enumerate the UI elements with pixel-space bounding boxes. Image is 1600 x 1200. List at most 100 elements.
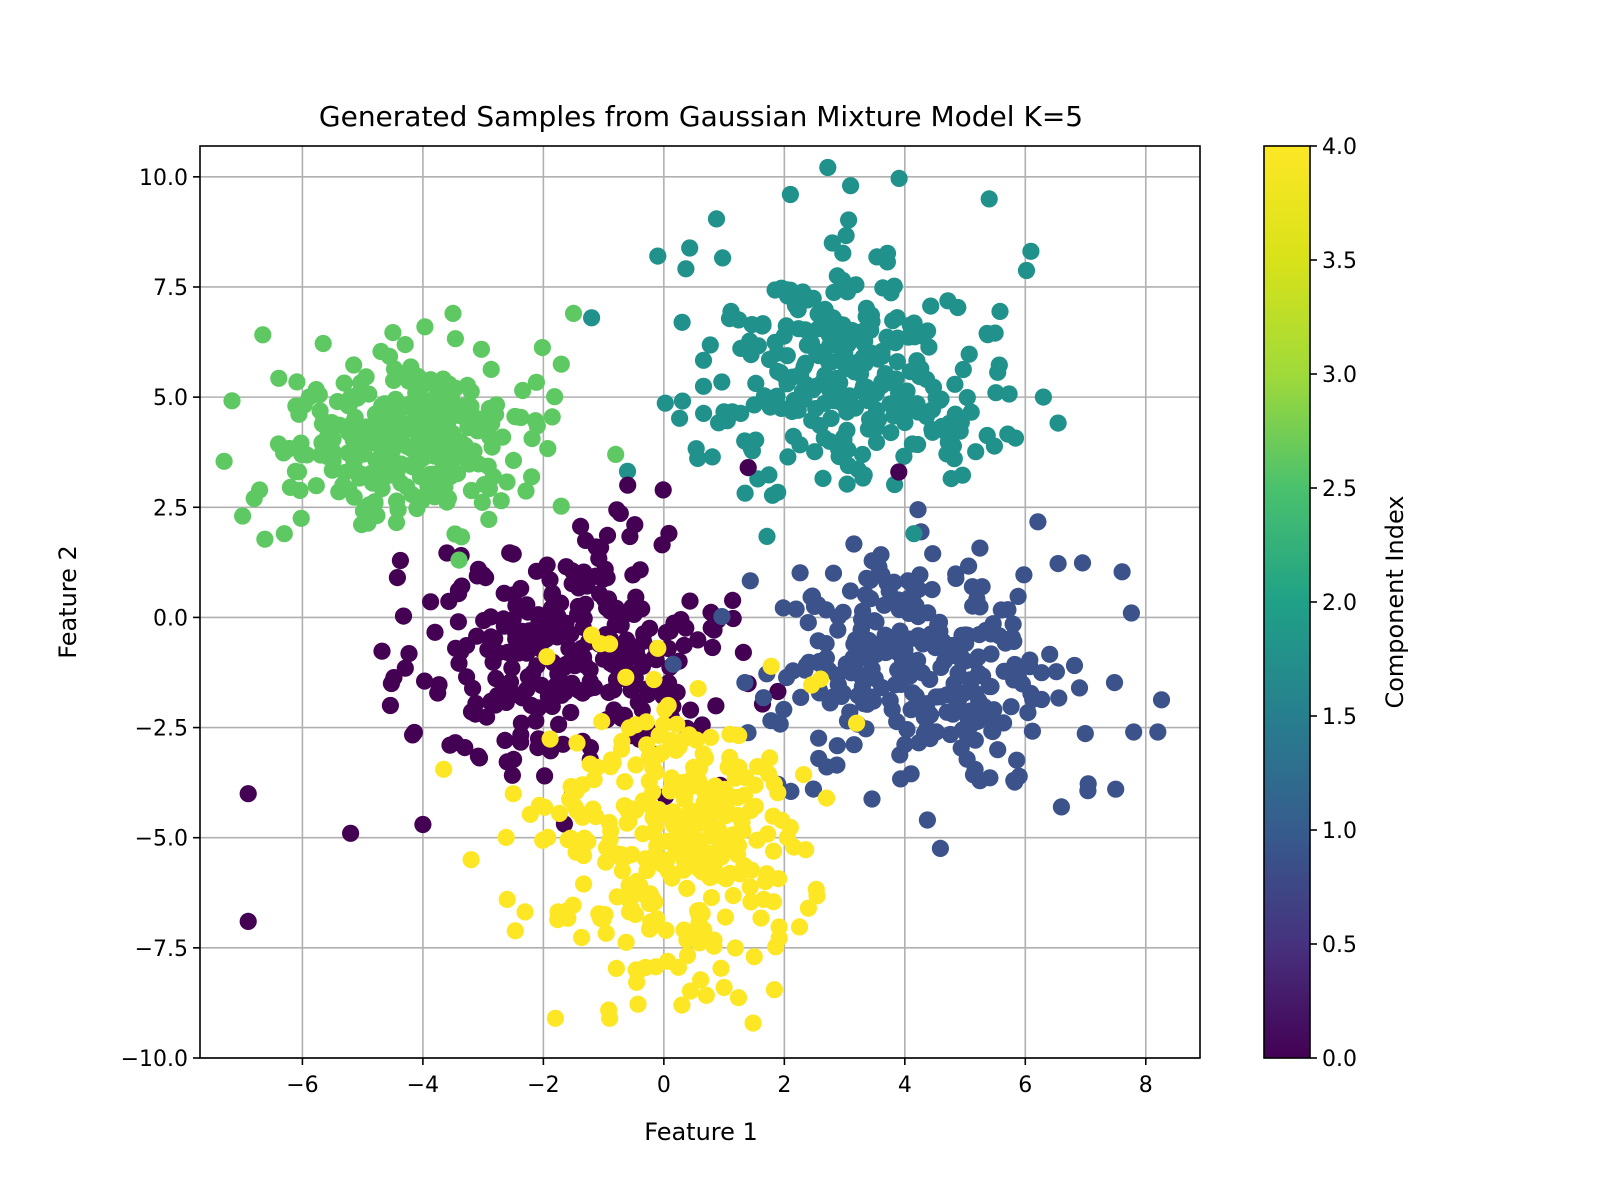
scatter-point-component-3 [281,478,299,496]
scatter-point-component-4 [675,790,693,808]
scatter-point-component-4 [730,726,748,745]
scatter-point-component-4 [746,797,764,816]
scatter-point-component-0 [430,676,448,694]
scatter-point-component-1 [923,581,941,599]
scatter-point-component-0 [615,651,633,669]
colorbar-label: Component Index [1381,495,1409,708]
scatter-point-component-3 [533,339,552,357]
scatter-point-component-1 [775,700,793,719]
scatter-point-component-2 [986,324,1004,342]
scatter-point-component-1 [1015,566,1033,584]
scatter-point-component-4 [704,796,722,815]
scatter-point-component-1 [1033,664,1051,682]
scatter-point-component-3 [514,381,532,400]
scatter-point-component-3 [482,360,500,378]
scatter-point-component-4 [790,918,809,936]
scatter-point-component-1 [1073,554,1092,572]
scatter-point-component-1 [791,564,809,582]
scatter-point-component-2 [1000,385,1018,403]
scatter-point-component-4 [770,870,788,888]
scatter-point-component-1 [893,636,911,654]
scatter-point-component-3 [552,497,570,515]
scatter-point-component-4 [516,903,534,921]
scatter-point-component-2 [713,373,731,391]
scatter-point-component-4 [733,813,751,832]
scatter-point-component-2 [967,443,985,461]
scatter-point-component-3 [408,444,426,462]
scatter-point-component-4 [597,924,615,942]
scatter-point-component-3 [416,318,434,336]
scatter-point-component-2 [891,398,909,416]
scatter-point-component-4 [618,814,636,832]
scatter-point-component-4 [764,842,783,860]
scatter-point-component-2 [978,426,996,445]
scatter-point-component-3 [380,347,399,365]
scatter-point-component-1 [982,678,1000,696]
scatter-point-component-2 [701,336,719,354]
scatter-point-component-4 [746,776,764,794]
scatter-point-component-4 [748,758,767,776]
scatter-point-component-1 [1041,645,1059,663]
scatter-point-component-4 [649,639,667,657]
scatter-point-component-4 [765,981,784,999]
scatter-point-component-0 [456,739,474,757]
scatter-point-component-4 [575,875,593,893]
scatter-point-component-2 [694,377,713,395]
scatter-point-component-1 [1008,751,1026,769]
scatter-point-component-2 [583,309,601,327]
scatter-point-component-4 [697,986,715,1004]
scatter-point-component-3 [377,417,395,435]
scatter-point-component-3 [314,334,332,353]
scatter-point-component-0 [566,657,584,675]
scatter-point-component-4 [627,756,645,774]
scatter-point-component-2 [920,338,938,356]
scatter-point-component-4 [568,802,586,820]
scatter-point-component-1 [845,635,863,653]
scatter-point-component-3 [289,463,308,481]
scatter-point-component-4 [770,918,788,936]
y-tick-label: 5.0 [153,386,188,411]
scatter-point-component-2 [908,395,926,413]
scatter-point-component-2 [852,326,870,344]
scatter-point-component-4 [550,804,569,823]
scatter-point-component-4 [688,831,706,849]
scatter-point-component-0 [577,531,595,550]
scatter-point-component-1 [1009,587,1027,606]
scatter-point-component-2 [845,363,864,381]
scatter-point-component-0 [464,679,482,697]
scatter-point-component-4 [665,817,683,835]
scatter-point-component-4 [744,1014,762,1032]
scatter-point-component-4 [673,996,691,1014]
scatter-point-component-2 [769,483,787,501]
scatter-point-component-1 [1152,691,1171,709]
scatter-point-component-0 [382,674,400,693]
scatter-point-component-1 [1079,782,1097,800]
scatter-point-component-3 [314,435,332,453]
scatter-point-component-3 [223,392,241,410]
scatter-point-component-0 [739,459,757,477]
scatter-point-component-1 [762,712,780,730]
scatter-point-component-4 [759,825,777,843]
scatter-point-component-1 [858,569,876,587]
scatter-point-component-3 [539,440,557,458]
scatter-point-component-3 [444,304,462,322]
scatter-point-component-4 [575,846,593,865]
scatter-point-component-3 [483,414,501,433]
scatter-point-component-2 [853,445,872,464]
scatter-point-component-1 [924,545,942,563]
scatter-point-component-2 [945,450,963,468]
scatter-point-component-3 [256,530,274,548]
y-tick-label: −7.5 [135,937,188,962]
scatter-point-component-4 [546,1009,565,1027]
scatter-point-component-2 [878,253,897,271]
scatter-point-component-1 [931,688,949,706]
scatter-point-component-2 [1022,242,1040,260]
scatter-point-component-4 [655,805,673,823]
scatter-point-component-3 [275,525,293,543]
scatter-point-component-2 [714,249,732,267]
scatter-point-component-3 [292,509,310,527]
scatter-point-component-1 [1070,679,1089,697]
scatter-point-component-1 [907,687,925,705]
scatter-point-component-1 [1021,651,1039,669]
